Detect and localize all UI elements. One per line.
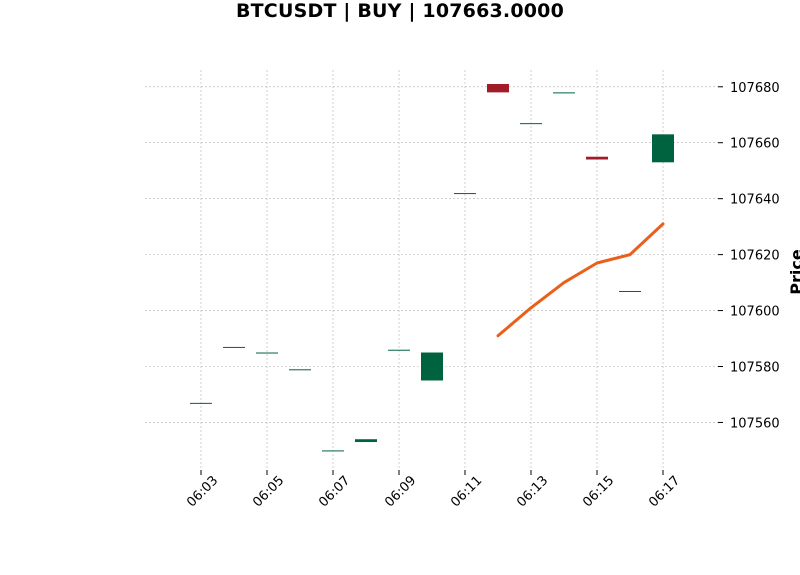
y-tick-label: 107680 [730,81,780,96]
x-tick-label: 06:09 [382,473,419,510]
candle-down [487,83,509,93]
candle-down [586,156,608,160]
y-tick-label: 107580 [730,361,780,376]
y-tick-label: 107600 [730,305,780,320]
candle-up [619,290,641,292]
candle-up [289,369,311,371]
price-line [496,222,665,338]
x-tick-label: 06:17 [646,473,683,510]
chart-title: BTCUSDT | BUY | 107663.0000 [235,0,565,22]
x-tick-label: 06:05 [250,473,287,510]
candle-up [256,352,278,354]
y-tick-label: 107620 [730,249,780,264]
candle-up [652,134,674,163]
candle-up [553,92,575,94]
candle-up [388,349,410,351]
y-axis-label: Price [787,249,800,295]
y-tick-label: 107660 [730,137,780,152]
candle-up [190,402,212,404]
x-tick-label: 06:15 [580,473,617,510]
x-tick-label: 06:03 [184,473,221,510]
candle-up [421,352,443,381]
candle-up [520,123,542,125]
candle-up [355,439,377,443]
candle-up [322,450,344,452]
x-tick-label: 06:11 [448,473,485,510]
y-tick-label: 107640 [730,193,780,208]
candle-up [454,193,476,195]
x-tick-label: 06:07 [316,473,353,510]
y-tick-label: 107560 [730,416,780,431]
candle-up [223,346,245,348]
x-tick-label: 06:13 [514,473,551,510]
